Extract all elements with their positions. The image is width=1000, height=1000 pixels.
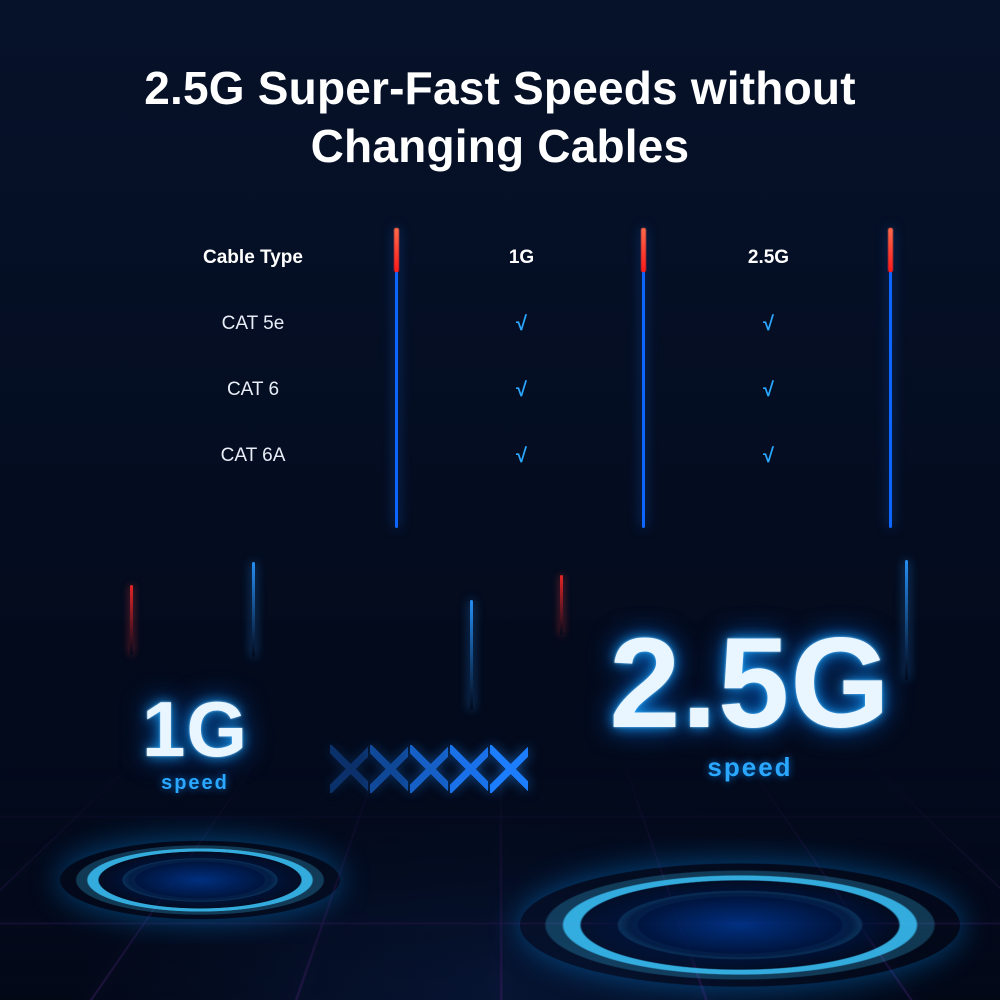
- cable-type-label: CAT 6A: [108, 445, 398, 467]
- speed-caption-2-5g: speed: [560, 752, 940, 783]
- table-row: CAT 6 √ √: [108, 357, 892, 423]
- headline-line1: 2.5G Super-Fast Speeds without: [144, 62, 855, 114]
- table-row: CAT 6A √ √: [108, 423, 892, 489]
- speed-badge-1g: 1G speed: [85, 690, 305, 795]
- headline-line2: Changing Cables: [311, 120, 690, 172]
- compat-table: Cable Type 1G 2.5G CAT 5e √ √ CAT 6 √ √ …: [108, 225, 892, 489]
- chevron-arrows-icon: [330, 745, 528, 793]
- check-icon: √: [645, 313, 892, 336]
- infographic-stage: 2.5G Super-Fast Speeds without Changing …: [0, 0, 1000, 1000]
- col-header-cable-type: Cable Type: [108, 247, 398, 269]
- light-streak: [470, 600, 473, 710]
- check-icon: √: [645, 445, 892, 468]
- col-header-1g: 1G: [398, 247, 645, 269]
- speed-disc-2-5g: [520, 863, 960, 986]
- table-header-row: Cable Type 1G 2.5G: [108, 225, 892, 291]
- check-icon: √: [645, 379, 892, 402]
- headline: 2.5G Super-Fast Speeds without Changing …: [0, 60, 1000, 175]
- check-icon: √: [398, 445, 645, 468]
- speed-caption-1g: speed: [85, 772, 305, 795]
- table-row: CAT 5e √ √: [108, 291, 892, 357]
- speed-value-2-5g: 2.5G: [609, 612, 891, 755]
- speed-value-1g: 1G: [142, 685, 248, 773]
- check-icon: √: [398, 379, 645, 402]
- light-streak: [130, 585, 133, 655]
- check-icon: √: [398, 313, 645, 336]
- col-header-2-5g: 2.5G: [645, 247, 892, 269]
- speed-disc-1g: [60, 841, 340, 919]
- light-streak: [252, 562, 255, 657]
- cable-type-label: CAT 6: [108, 379, 398, 401]
- speed-badge-2-5g: 2.5G speed: [560, 620, 940, 783]
- cable-type-label: CAT 5e: [108, 313, 398, 335]
